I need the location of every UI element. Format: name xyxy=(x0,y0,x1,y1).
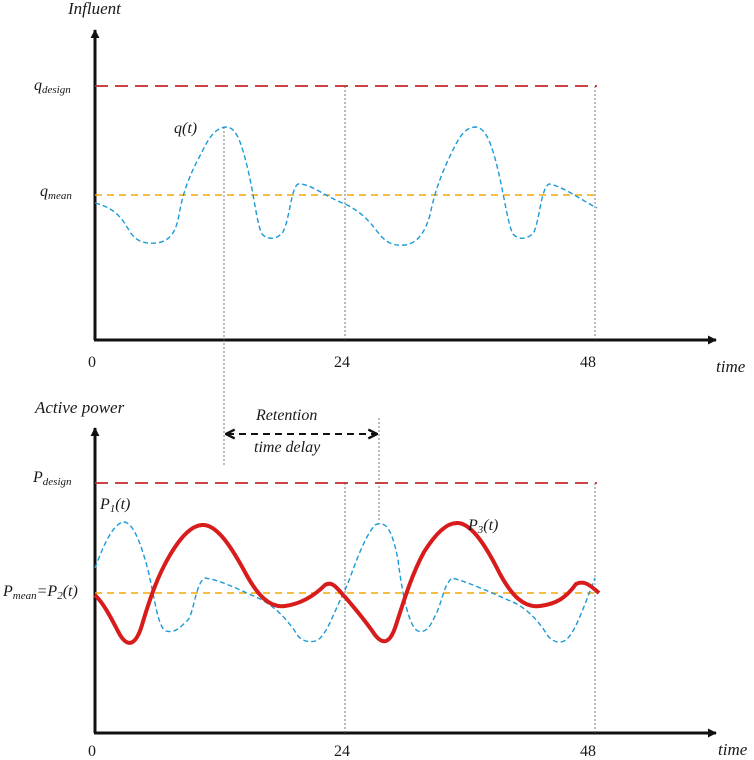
bottom-tick-48: 48 xyxy=(580,743,596,760)
p3-label: P3(t) xyxy=(467,517,498,536)
top-panel: Influent time 0 24 48 qdesign qmean q(t) xyxy=(34,0,746,465)
p1-curve xyxy=(94,521,596,643)
p1-label: P1(t) xyxy=(99,496,130,515)
retention-label: Retention xyxy=(255,407,317,424)
bottom-panel: Active power time 0 24 48 Pdesign Pmean=… xyxy=(2,398,748,760)
bottom-x-title: time xyxy=(718,740,748,759)
bottom-tick-24: 24 xyxy=(334,743,350,760)
top-tick-48: 48 xyxy=(580,354,596,371)
top-y-title: Influent xyxy=(67,0,122,18)
p-design-label: Pdesign xyxy=(32,469,72,488)
q-curve-label: q(t) xyxy=(174,120,197,137)
time-delay-label: time delay xyxy=(254,439,321,456)
top-tick-24: 24 xyxy=(334,354,350,371)
q-mean-label: qmean xyxy=(40,183,72,202)
top-x-title: time xyxy=(716,357,746,376)
p-mean-label: Pmean=P2(t) xyxy=(2,583,78,602)
bottom-tick-0: 0 xyxy=(88,743,96,760)
bottom-y-title: Active power xyxy=(34,398,125,417)
top-tick-0: 0 xyxy=(88,354,96,371)
p3-curve xyxy=(93,521,601,645)
q-design-label: qdesign xyxy=(34,77,71,96)
q-curve xyxy=(94,126,598,246)
